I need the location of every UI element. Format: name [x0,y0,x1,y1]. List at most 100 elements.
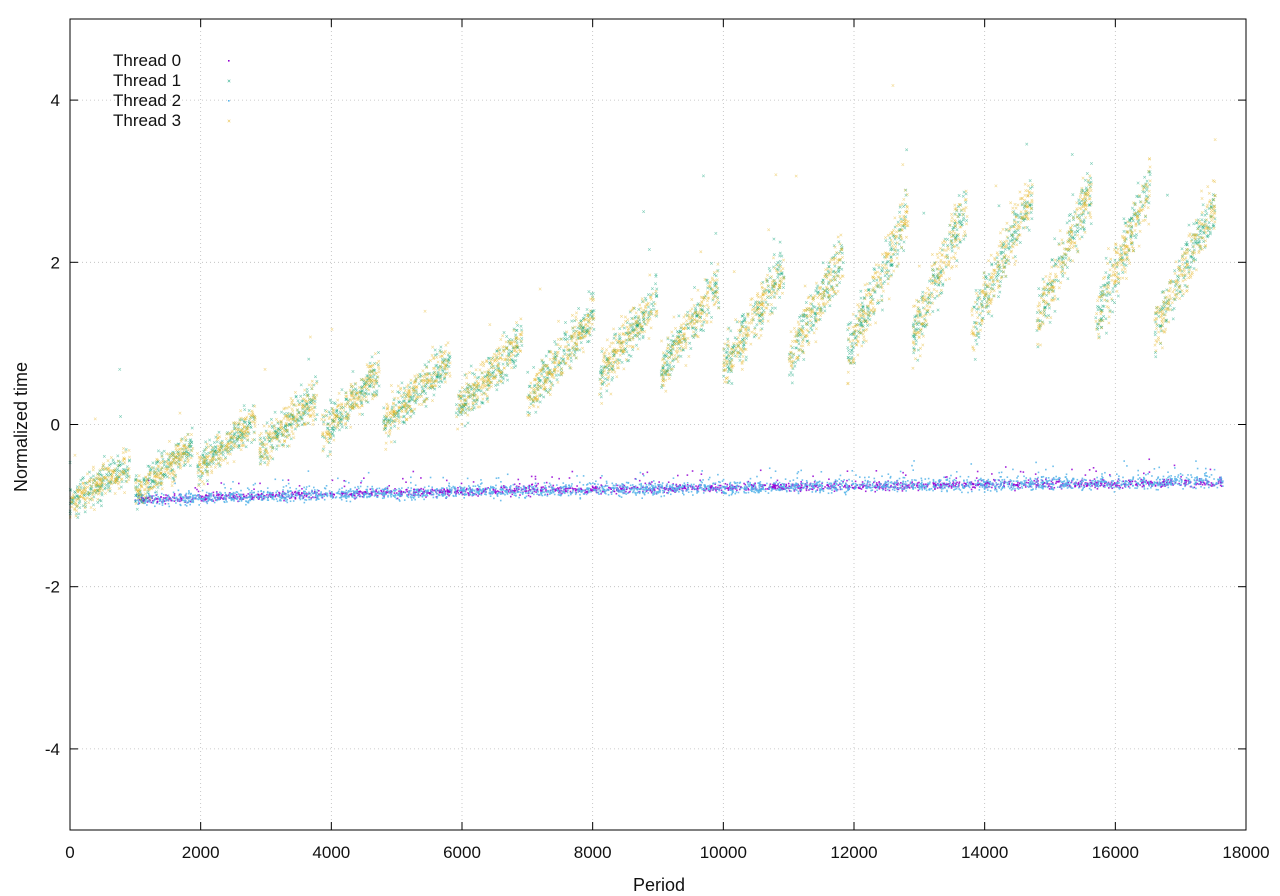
data-point [545,481,548,484]
data-point [492,487,494,489]
data-point [1031,489,1034,491]
data-point [567,494,570,497]
data-point [204,499,206,501]
data-point [1032,483,1035,486]
data-point [1170,482,1172,484]
data-point [172,451,176,455]
data-point [1171,482,1174,485]
data-point [517,490,520,493]
data-point [902,481,904,483]
data-point [1087,483,1090,485]
data-point [1198,483,1201,485]
data-point [841,488,843,491]
data-point [1206,483,1208,486]
data-point [969,481,972,483]
data-point [590,491,592,493]
data-point [240,496,243,499]
data-point [712,486,714,489]
data-point [1097,479,1099,482]
data-point [994,479,997,481]
data-point [1041,485,1044,488]
data-point [920,479,923,482]
data-point [307,470,310,472]
data-point [287,496,290,498]
data-point [360,480,363,482]
data-point [373,490,376,493]
data-point [510,491,512,494]
data-point [262,490,265,493]
data-point [621,487,623,490]
data-point [783,487,786,489]
data-point [1166,482,1168,485]
data-point [1030,486,1033,488]
data-point [595,485,597,488]
data-point [821,488,824,491]
data-point [229,497,231,499]
data-point [308,491,310,494]
data-point [905,483,908,486]
data-point [1145,473,1147,476]
data-point [711,485,713,487]
data-point [354,491,357,493]
data-point [745,488,748,491]
data-point [492,488,495,490]
data-point [173,493,176,495]
data-point [1151,483,1154,486]
data-point [751,485,753,488]
data-point [535,488,537,491]
data-point [1155,482,1157,484]
data-point [1042,487,1044,489]
data-point [1067,483,1069,485]
data-point [648,484,650,486]
data-point [1048,479,1051,482]
data-point [1164,485,1167,487]
data-point [887,473,890,475]
data-point [674,487,677,490]
data-point [155,494,158,496]
data-point [212,494,215,496]
data-point [775,484,778,487]
data-point [932,478,935,481]
data-point [801,479,804,481]
data-point [410,497,413,499]
data-point [148,500,150,503]
data-point [944,476,947,479]
data-point [107,463,111,467]
data-point [222,497,224,500]
data-point [1128,482,1130,485]
data-point [790,485,792,488]
data-point [194,494,197,496]
data-point [605,492,607,495]
data-point [255,493,258,496]
data-point [311,489,313,492]
data-point [1130,479,1133,482]
data-point [842,481,844,484]
data-point [963,482,966,484]
data-point [972,483,975,486]
data-point [503,486,505,489]
data-point [535,491,537,493]
data-point [155,502,158,505]
data-point [998,471,1000,474]
data-point [506,493,509,495]
data-point [731,488,734,491]
data-point [255,496,258,499]
data-point [918,488,921,491]
data-point [256,496,259,498]
data-point [223,483,225,486]
data-point [251,496,254,499]
data-point [185,456,189,460]
data-point [432,496,435,499]
data-point [1079,480,1082,483]
data-point [1035,485,1038,488]
data-point [162,494,165,496]
data-point [1221,481,1224,484]
data-point [1157,488,1159,491]
data-point [959,489,962,491]
data-point [932,489,934,492]
data-point [176,497,178,500]
data-point [746,486,748,489]
data-point [875,470,878,472]
data-point [770,476,772,479]
data-point [182,497,185,499]
